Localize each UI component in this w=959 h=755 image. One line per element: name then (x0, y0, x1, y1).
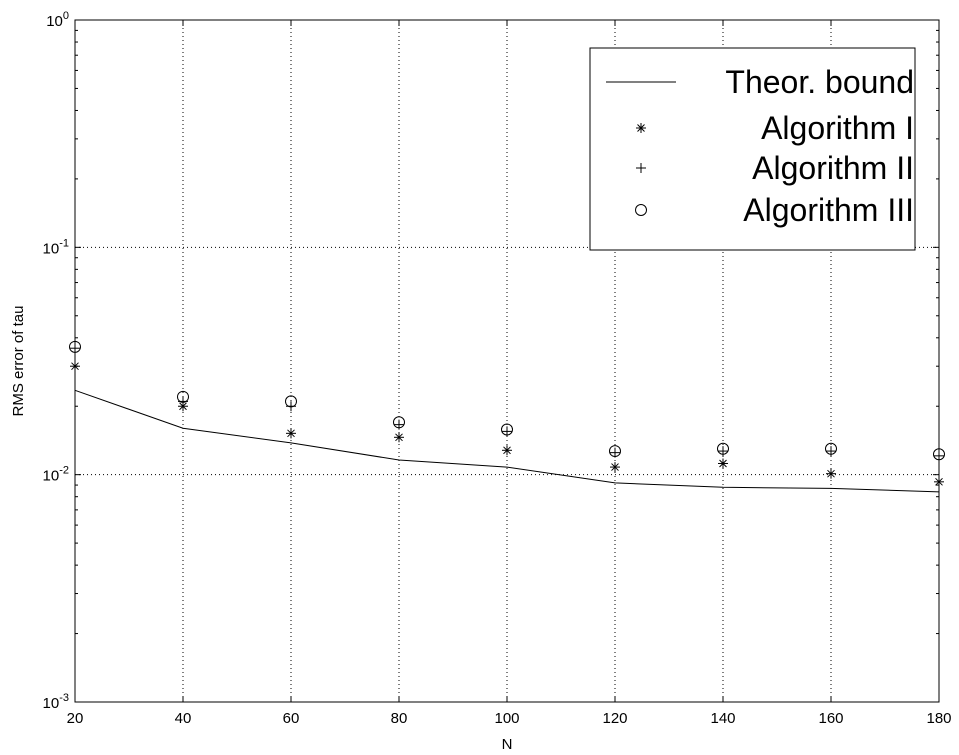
legend-label-algorithm-i: Algorithm I (761, 110, 914, 146)
marker-algorithm-iii (825, 442, 837, 455)
legend-label-algorithm-iii: Algorithm III (743, 192, 914, 228)
y-axis-label: RMS error of tau (10, 306, 27, 417)
legend-label-theor-bound: Theor. bound (725, 64, 914, 100)
y-tick-label: 100 (46, 10, 69, 30)
marker-algorithm-i (826, 468, 836, 479)
y-tick-label: 10-1 (43, 237, 69, 257)
marker-algorithm-iii (393, 416, 405, 429)
x-tick-label: 80 (391, 710, 408, 727)
marker-algorithm-iii (285, 395, 297, 408)
x-tick-label: 40 (175, 710, 192, 727)
y-tick-label: 10-3 (43, 692, 69, 712)
marker-algorithm-iii (717, 442, 729, 455)
legend-swatch-algorithm-ii (636, 163, 646, 173)
series-line-theor-bound (74, 389, 940, 493)
marker-algorithm-iii (177, 390, 189, 403)
x-tick-label: 180 (926, 710, 951, 727)
marker-algorithm-i (394, 432, 404, 443)
legend: Theor. bound Algorithm I Algorithm II Algor… (589, 47, 916, 251)
x-tick-label: 100 (494, 710, 519, 727)
marker-algorithm-iii (501, 423, 513, 436)
legend-label-algorithm-ii: Algorithm II (752, 150, 914, 186)
x-tick-label: 60 (283, 710, 300, 727)
x-tick-label: 140 (710, 710, 735, 727)
x-tick-label: 20 (67, 710, 84, 727)
marker-algorithm-i (286, 428, 296, 439)
marker-algorithm-ii (610, 447, 620, 458)
marker-algorithm-i (718, 458, 728, 469)
x-tick-label: 120 (602, 710, 627, 727)
x-tick-label: 160 (818, 710, 843, 727)
marker-algorithm-i (610, 462, 620, 473)
marker-algorithm-iii (609, 445, 621, 458)
legend-swatch-algorithm-iii (635, 204, 647, 216)
ticks: 20 40 60 80 100 120 140 160 180 100 10-1 10-2 10-3 (43, 10, 952, 727)
legend-swatch-algorithm-i (636, 123, 646, 133)
marker-algorithm-i (502, 445, 512, 456)
x-axis-label: N (502, 736, 513, 753)
y-tick-label: 10-2 (43, 465, 69, 485)
